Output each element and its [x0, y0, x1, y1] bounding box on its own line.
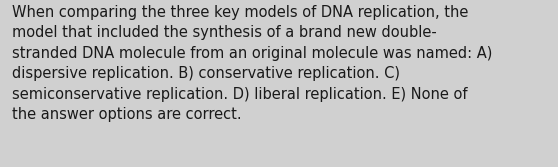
- Text: When comparing the three key models of DNA replication, the
model that included : When comparing the three key models of D…: [12, 5, 493, 122]
